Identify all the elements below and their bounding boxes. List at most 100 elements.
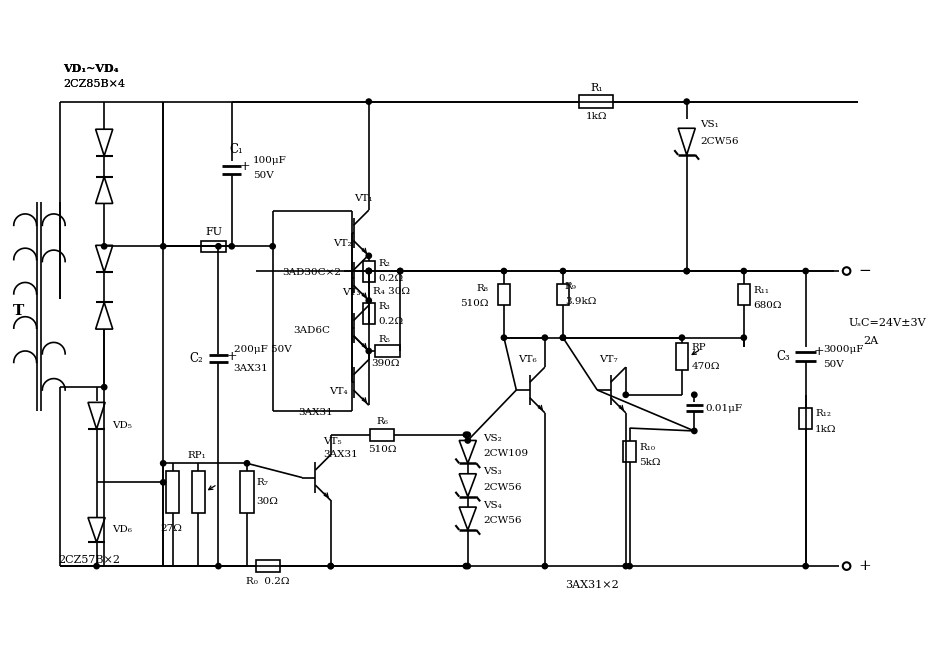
Circle shape: [684, 99, 689, 105]
Bar: [498, 285, 510, 305]
Circle shape: [160, 480, 166, 485]
Text: 0.2Ω: 0.2Ω: [378, 274, 403, 283]
Circle shape: [366, 268, 371, 273]
Circle shape: [542, 335, 548, 340]
Circle shape: [216, 563, 221, 569]
Text: +: +: [240, 160, 250, 173]
Bar: [241, 471, 254, 513]
Text: +: +: [227, 350, 237, 363]
Circle shape: [684, 268, 689, 273]
Text: 2CZ85B×4: 2CZ85B×4: [63, 79, 125, 89]
Circle shape: [397, 268, 403, 273]
Text: R₉: R₉: [564, 282, 577, 291]
Text: R₁₀: R₁₀: [639, 443, 655, 451]
Text: VT₅: VT₅: [323, 437, 341, 446]
Text: 2CZ85B×4: 2CZ85B×4: [63, 79, 125, 89]
Circle shape: [160, 461, 166, 466]
Circle shape: [216, 244, 221, 249]
Text: 3AD30C×2: 3AD30C×2: [282, 268, 341, 277]
Circle shape: [466, 438, 470, 443]
Text: RP: RP: [691, 343, 706, 352]
Circle shape: [501, 335, 507, 340]
Text: R₁₂: R₁₂: [815, 409, 831, 418]
Text: VS₄: VS₄: [483, 500, 502, 510]
Text: 470Ω: 470Ω: [691, 361, 720, 371]
Circle shape: [561, 335, 565, 340]
Bar: [202, 240, 226, 252]
Circle shape: [366, 253, 371, 258]
Text: C₃: C₃: [776, 350, 790, 363]
Circle shape: [102, 244, 107, 249]
Text: VT₇: VT₇: [599, 355, 618, 364]
Text: R₅: R₅: [378, 335, 390, 344]
Circle shape: [366, 298, 371, 303]
Circle shape: [397, 268, 403, 273]
Circle shape: [160, 244, 166, 249]
Circle shape: [244, 461, 250, 466]
Bar: [363, 261, 375, 281]
Circle shape: [627, 563, 633, 569]
Text: R₄ 30Ω: R₄ 30Ω: [372, 287, 410, 297]
Text: 50V: 50V: [823, 360, 843, 369]
Text: 27Ω: 27Ω: [160, 524, 182, 532]
Text: RP₁: RP₁: [188, 451, 206, 460]
Text: 2CW109: 2CW109: [483, 449, 528, 458]
Text: +: +: [814, 346, 825, 358]
Text: R₁: R₁: [590, 83, 603, 93]
Bar: [192, 471, 205, 513]
Text: R₈: R₈: [477, 284, 489, 293]
Text: 200μF 50V: 200μF 50V: [233, 345, 291, 354]
Text: 2CW56: 2CW56: [700, 137, 739, 146]
Bar: [557, 285, 569, 305]
Circle shape: [328, 563, 333, 569]
Text: VT₃: VT₃: [342, 289, 361, 297]
Text: 0.01μF: 0.01μF: [705, 404, 743, 412]
Text: 390Ω: 390Ω: [371, 359, 400, 368]
Text: 3.9kΩ: 3.9kΩ: [564, 297, 596, 306]
Text: VT₄: VT₄: [329, 387, 348, 397]
Circle shape: [366, 99, 371, 105]
Bar: [675, 344, 689, 370]
Text: 1kΩ: 1kΩ: [815, 424, 837, 434]
Text: 510Ω: 510Ω: [368, 446, 397, 455]
Bar: [800, 408, 812, 429]
Text: VS₁: VS₁: [700, 120, 718, 129]
Text: VD₅: VD₅: [112, 421, 132, 430]
Text: VD₆: VD₆: [112, 526, 132, 534]
Circle shape: [270, 244, 275, 249]
Text: R₁₁: R₁₁: [753, 285, 770, 295]
Circle shape: [803, 563, 808, 569]
Circle shape: [684, 268, 689, 273]
Bar: [579, 95, 613, 108]
Text: R₀  0.2Ω: R₀ 0.2Ω: [246, 577, 289, 586]
Circle shape: [466, 563, 470, 569]
Circle shape: [501, 268, 507, 273]
Circle shape: [230, 244, 234, 249]
Text: VT₁: VT₁: [354, 194, 372, 203]
Circle shape: [561, 268, 565, 273]
Text: 2A: 2A: [863, 336, 878, 346]
Circle shape: [691, 392, 697, 397]
Text: 3AD6C: 3AD6C: [293, 326, 330, 334]
Text: VT₆: VT₆: [519, 355, 537, 364]
Circle shape: [466, 432, 470, 438]
Bar: [369, 428, 395, 441]
Text: 100μF: 100μF: [253, 156, 286, 165]
Text: VS₂: VS₂: [483, 434, 502, 443]
Text: VS₃: VS₃: [483, 467, 502, 477]
Text: 5kΩ: 5kΩ: [639, 458, 661, 467]
Text: C₂: C₂: [189, 352, 203, 365]
Text: C₁: C₁: [230, 143, 244, 156]
Text: 2CW56: 2CW56: [483, 483, 522, 492]
Bar: [375, 345, 400, 357]
Circle shape: [366, 268, 371, 273]
Text: 0.2Ω: 0.2Ω: [378, 317, 403, 326]
Circle shape: [803, 268, 808, 273]
Text: +: +: [858, 559, 870, 573]
Bar: [166, 471, 179, 513]
Text: 2CZ57B×2: 2CZ57B×2: [58, 555, 120, 565]
Text: 2CW56: 2CW56: [483, 516, 522, 525]
Bar: [623, 442, 635, 462]
Text: R₆: R₆: [376, 417, 388, 426]
Text: R₃: R₃: [378, 302, 390, 310]
